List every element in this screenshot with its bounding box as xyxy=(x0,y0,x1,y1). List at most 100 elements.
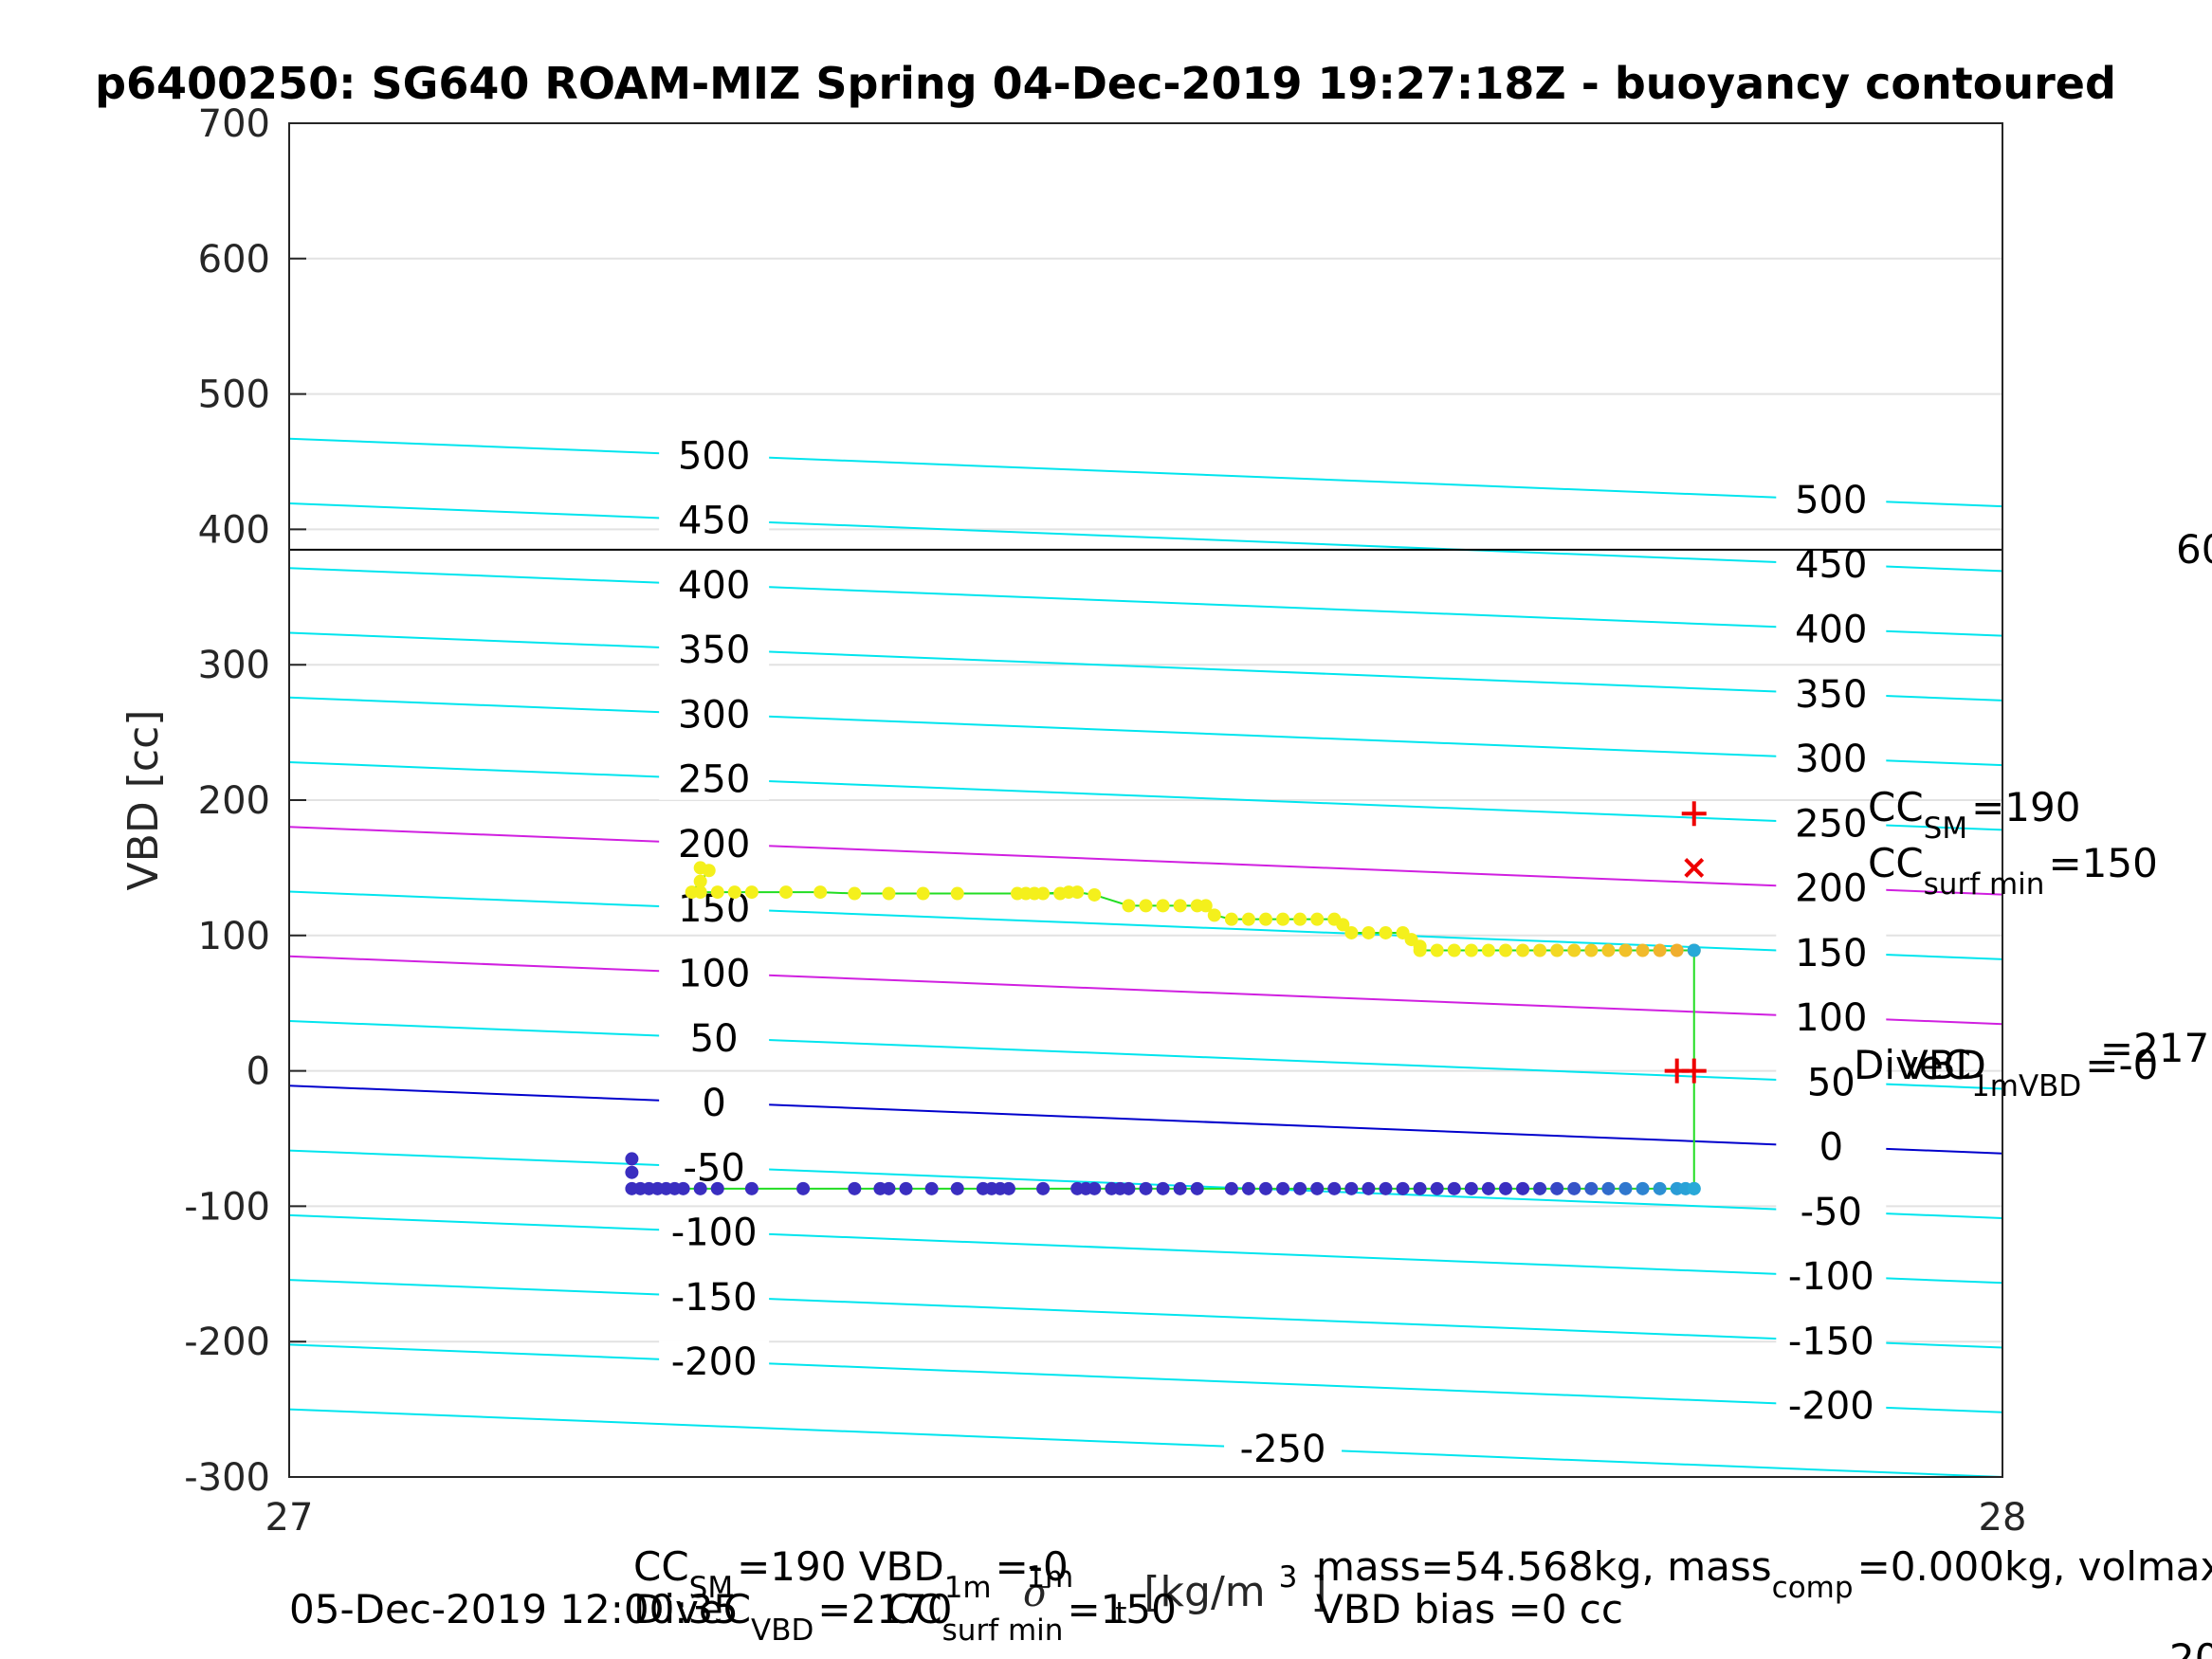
contour-label-bg-bottom xyxy=(1224,1428,1343,1470)
climb-point xyxy=(744,885,759,900)
dive-point xyxy=(1498,1181,1512,1195)
dive-point xyxy=(1464,1181,1478,1195)
contour-label-bg-left-450 xyxy=(659,499,770,541)
contour-label-left-100: 100 xyxy=(678,952,750,995)
contour-line-100 xyxy=(289,955,2002,1026)
contour-label-left-400: 400 xyxy=(678,564,750,608)
dive-point xyxy=(1584,1181,1599,1195)
contour-label-right-300: 300 xyxy=(1795,738,1867,781)
climb-point xyxy=(710,885,724,900)
apogee-point xyxy=(1687,943,1701,957)
contour-label-bg-left-350 xyxy=(659,629,770,671)
contour-label-bg-right-400 xyxy=(1776,608,1887,650)
contour-label-left-0: 0 xyxy=(702,1082,725,1125)
contour-label-right-150: 150 xyxy=(1795,932,1867,975)
climb-point xyxy=(1550,943,1564,957)
contour-label-left--200: -200 xyxy=(671,1340,758,1384)
contour-line--200 xyxy=(289,1343,2002,1413)
dive-point xyxy=(882,1181,896,1195)
footer-cc-surf-min: CCsurf min=150 xyxy=(887,1586,1177,1648)
climb-point xyxy=(693,874,707,888)
climb-point xyxy=(1618,943,1633,957)
chart-title: p6400250: SG640 ROAM-MIZ Spring 04-Dec-2… xyxy=(95,58,2116,109)
contour-line-150 xyxy=(289,890,2002,960)
y-axis-label: VBD [cc] xyxy=(119,710,168,891)
contour-line-350 xyxy=(289,631,2002,702)
contour-label-bg-left--150 xyxy=(659,1275,770,1318)
dive-point xyxy=(1379,1181,1393,1195)
contour-line-250 xyxy=(289,761,2002,831)
contour-label-bg-right-500 xyxy=(1776,478,1887,520)
dive-point xyxy=(710,1181,724,1195)
contour-label-right-0: 0 xyxy=(1819,1126,1843,1170)
climb-point xyxy=(1362,925,1376,939)
climb-point xyxy=(1344,925,1359,939)
contour-line--150 xyxy=(289,1279,2002,1349)
footer-divec-vbd: DiveCVBD=2170 xyxy=(633,1586,952,1648)
climb-point xyxy=(1447,943,1461,957)
dive-point xyxy=(1413,1181,1427,1195)
contour-line-300 xyxy=(289,696,2002,767)
footer-mass: mass=54.568kg, masscomp=0.000kg, volmax xyxy=(1316,1543,2212,1605)
dive-point xyxy=(1447,1181,1461,1195)
climb-point xyxy=(950,886,964,901)
climb-point xyxy=(1498,943,1512,957)
dive-point xyxy=(1430,1181,1444,1195)
contour-label-left-500: 500 xyxy=(678,434,750,478)
label-divec-1mvbd: DiveC1mVBD=-0 xyxy=(1854,1042,2158,1103)
dive-point xyxy=(1241,1181,1255,1195)
contour-label-bg-left-300 xyxy=(659,693,770,736)
climb-point xyxy=(1636,943,1650,957)
dive-point xyxy=(1224,1181,1238,1195)
contour-label-bg-right-200 xyxy=(1776,866,1887,909)
y-tick-label-0: 0 xyxy=(247,1050,270,1094)
x-axis-label-units-close: ] xyxy=(1310,1568,1326,1616)
dive-point xyxy=(976,1181,990,1195)
footer-date: 05-Dec-2019 12:00:35 xyxy=(289,1586,739,1632)
y-tick-label-100: 100 xyxy=(198,915,270,958)
climb-point xyxy=(1464,943,1478,957)
contour-label-right--150: -150 xyxy=(1788,1320,1874,1363)
contour-line-450 xyxy=(289,501,2002,573)
climb-point xyxy=(1173,899,1187,913)
contour-label-left--100: -100 xyxy=(671,1212,758,1255)
contour-label-bg-right--150 xyxy=(1776,1320,1887,1362)
climb-point xyxy=(727,885,741,900)
contour-label-bg-left-500 xyxy=(659,434,770,477)
climb-point xyxy=(1122,899,1136,913)
dive-point xyxy=(1533,1181,1547,1195)
x-axis-label-units: [kg/m xyxy=(1143,1568,1265,1616)
contour-label-bg-left-400 xyxy=(659,563,770,606)
trace-lines xyxy=(631,866,1695,1190)
marker-stroke xyxy=(1684,857,1705,878)
climb-point xyxy=(1336,918,1350,932)
climb-point xyxy=(779,885,794,900)
climb-point xyxy=(693,885,707,900)
dive-point xyxy=(1173,1181,1187,1195)
marker-cross xyxy=(1684,857,1705,878)
y-tick-label-600: 600 xyxy=(198,238,270,282)
contour-label-bg-right-300 xyxy=(1776,738,1887,780)
contour-label-right-250: 250 xyxy=(1795,802,1867,846)
dive-point xyxy=(1653,1181,1667,1195)
footer-vbd-bias: VBD bias =0 cc xyxy=(1316,1586,1623,1632)
dive-point xyxy=(1310,1181,1325,1195)
contour-label-left-250: 250 xyxy=(678,758,750,802)
climb-point xyxy=(1276,912,1290,926)
contour-label-bg-right-100 xyxy=(1776,996,1887,1039)
dive-point xyxy=(1122,1181,1136,1195)
dive-point xyxy=(1327,1181,1342,1195)
dive-points xyxy=(625,1152,1701,1195)
contour-label-bg-left--50 xyxy=(659,1146,770,1189)
dive-point xyxy=(1396,1181,1410,1195)
contour-label-right-50: 50 xyxy=(1807,1061,1856,1104)
contour-label-left-350: 350 xyxy=(678,629,750,672)
contour-label-left--50: -50 xyxy=(683,1146,744,1190)
footer-cc-vbd: CCSM=190 VBD1m=-0 xyxy=(633,1543,1069,1605)
contour-label-right-200: 200 xyxy=(1795,867,1867,911)
dive-point xyxy=(950,1181,964,1195)
label-cc-surf-min: CCsurf min=150 xyxy=(1868,840,2158,902)
contour-label-bg-left-50 xyxy=(659,1016,770,1059)
contour-line--100 xyxy=(289,1213,2002,1285)
